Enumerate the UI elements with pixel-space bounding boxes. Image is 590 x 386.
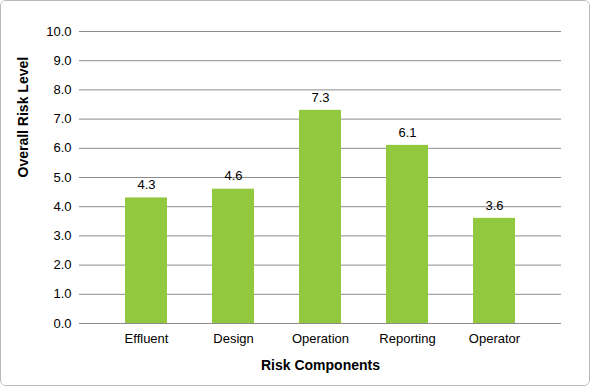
svg-text:Operation: Operation xyxy=(292,331,349,346)
svg-text:10.0: 10.0 xyxy=(46,24,71,39)
svg-text:Risk Components: Risk Components xyxy=(261,357,380,373)
svg-text:9.0: 9.0 xyxy=(53,53,71,68)
svg-text:6.0: 6.0 xyxy=(53,140,71,155)
svg-text:Overall Risk Level: Overall Risk Level xyxy=(15,57,31,178)
svg-text:5.0: 5.0 xyxy=(53,170,71,185)
svg-text:4.0: 4.0 xyxy=(53,199,71,214)
svg-text:4.6: 4.6 xyxy=(224,168,242,183)
svg-text:Operator: Operator xyxy=(469,331,521,346)
svg-text:0.0: 0.0 xyxy=(53,316,71,331)
svg-text:Effluent: Effluent xyxy=(125,331,169,346)
svg-text:8.0: 8.0 xyxy=(53,82,71,97)
svg-text:Design: Design xyxy=(213,331,253,346)
svg-text:3.0: 3.0 xyxy=(53,228,71,243)
svg-text:1.0: 1.0 xyxy=(53,286,71,301)
svg-text:2.0: 2.0 xyxy=(53,257,71,272)
svg-text:6.1: 6.1 xyxy=(398,125,416,140)
svg-text:4.3: 4.3 xyxy=(137,177,155,192)
svg-text:3.6: 3.6 xyxy=(485,198,503,213)
svg-text:7.3: 7.3 xyxy=(311,90,329,105)
svg-text:Reporting: Reporting xyxy=(379,331,435,346)
svg-text:7.0: 7.0 xyxy=(53,111,71,126)
